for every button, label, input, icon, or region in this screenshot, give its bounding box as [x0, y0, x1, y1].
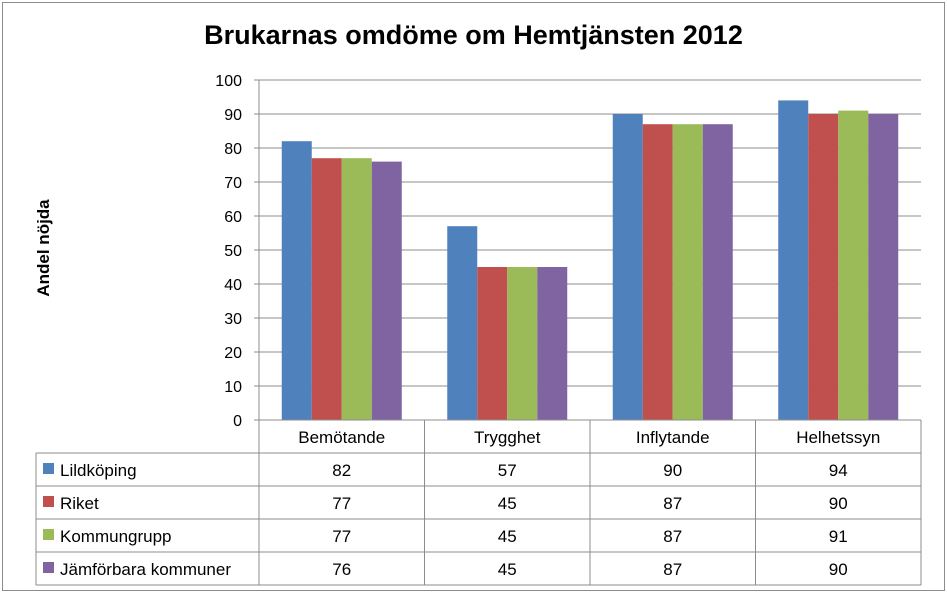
table-value: 76 [332, 560, 351, 579]
bar [537, 267, 568, 420]
y-tick-label: 50 [224, 243, 242, 260]
y-tick-label: 90 [224, 107, 242, 124]
legend-swatch [43, 463, 54, 474]
bar [447, 226, 478, 420]
table-value: 87 [663, 527, 682, 546]
bar [311, 158, 342, 420]
category-label: Helhetssyn [796, 428, 880, 447]
series-name: Kommungrupp [60, 527, 172, 546]
y-tick-label: 70 [224, 175, 242, 192]
table-value: 57 [498, 461, 517, 480]
bar [341, 158, 372, 420]
bar [808, 114, 839, 420]
y-tick-label: 30 [224, 311, 242, 328]
series-name: Riket [60, 494, 99, 513]
table-value: 90 [829, 494, 848, 513]
category-label: Trygghet [474, 428, 541, 447]
y-axis-ticks: 0 10 20 30 40 50 60 70 80 90 100 [215, 73, 242, 430]
category-label: Bemötande [298, 428, 385, 447]
table-value: 87 [663, 560, 682, 579]
bar [672, 124, 703, 420]
bars [281, 100, 899, 421]
table-value: 77 [332, 494, 351, 513]
y-tick-label: 80 [224, 141, 242, 158]
y-tick-label: 40 [224, 277, 242, 294]
bar [507, 267, 538, 420]
y-tick-label: 20 [224, 345, 242, 362]
bar [477, 267, 508, 420]
legend-swatch [43, 562, 54, 573]
y-tick-label: 0 [233, 413, 242, 430]
chart-title: Brukarnas omdöme om Hemtjänsten 2012 [204, 20, 743, 50]
legend-swatch [43, 529, 54, 540]
category-label: Inflytande [636, 428, 710, 447]
series-name: Lildköping [60, 461, 137, 480]
table-value: 91 [829, 527, 848, 546]
y-tick-label: 100 [215, 73, 242, 90]
bar [778, 100, 809, 421]
table-value: 94 [829, 461, 848, 480]
table-value: 77 [332, 527, 351, 546]
table-value: 87 [663, 494, 682, 513]
bar [612, 114, 643, 420]
bar [642, 124, 673, 420]
table-value: 45 [498, 560, 517, 579]
bar [371, 161, 402, 420]
bar [838, 110, 869, 420]
table-value: 90 [829, 560, 848, 579]
table-value: 90 [663, 461, 682, 480]
table-value: 45 [498, 527, 517, 546]
bar [702, 124, 733, 420]
y-tick-label: 10 [224, 379, 242, 396]
bar [281, 141, 312, 420]
y-tick-label: 60 [224, 209, 242, 226]
series-name: Jämförbara kommuner [60, 560, 231, 579]
legend-swatch [43, 496, 54, 507]
data-table: Bemötande Trygghet Inflytande Helhetssyn Lil… [35, 419, 922, 586]
table-value: 45 [498, 494, 517, 513]
table-value: 82 [332, 461, 351, 480]
bar [868, 114, 899, 420]
